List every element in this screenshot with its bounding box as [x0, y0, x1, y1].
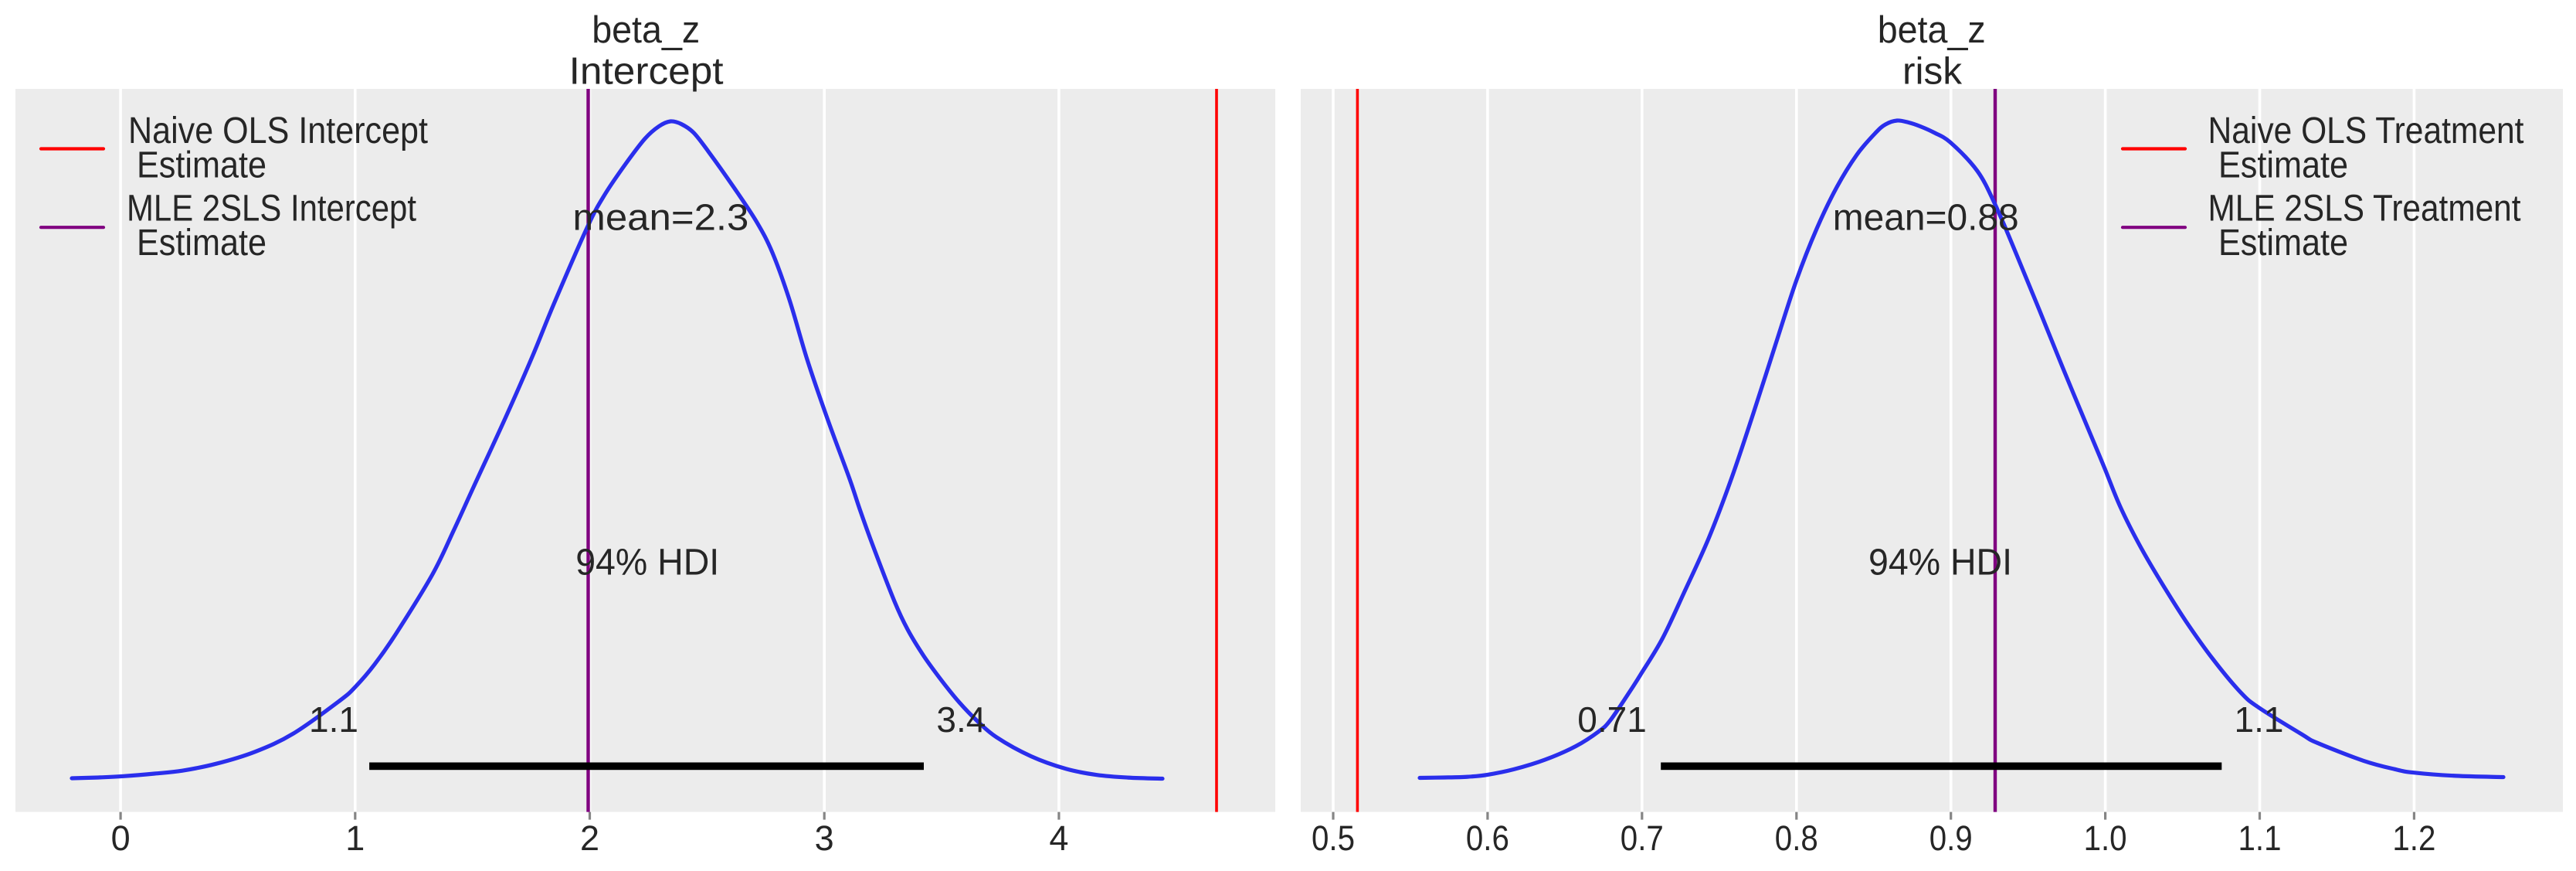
svg-text:4: 4: [1049, 818, 1068, 858]
svg-text:beta_z: beta_z: [592, 9, 700, 51]
svg-text:beta_z: beta_z: [1878, 9, 1986, 51]
svg-text:1.1: 1.1: [309, 699, 358, 740]
svg-text:1.1: 1.1: [2238, 818, 2282, 858]
svg-text:3: 3: [815, 818, 834, 858]
svg-text:Estimate: Estimate: [2218, 223, 2348, 264]
svg-text:Estimate: Estimate: [137, 145, 266, 186]
svg-text:Naive OLS Intercept: Naive OLS Intercept: [128, 111, 428, 151]
svg-text:0.8: 0.8: [1775, 818, 1818, 858]
svg-text:0.5: 0.5: [1312, 818, 1355, 858]
svg-text:mean=2.3: mean=2.3: [572, 198, 748, 239]
svg-text:1.2: 1.2: [2392, 818, 2435, 858]
svg-text:94% HDI: 94% HDI: [575, 543, 719, 584]
svg-text:0.7: 0.7: [1621, 818, 1664, 858]
svg-text:Estimate: Estimate: [137, 223, 266, 264]
svg-text:3.4: 3.4: [936, 699, 986, 740]
svg-text:0.6: 0.6: [1466, 818, 1509, 858]
svg-text:1.0: 1.0: [2084, 818, 2127, 858]
svg-text:MLE 2SLS Intercept: MLE 2SLS Intercept: [127, 189, 416, 230]
svg-text:0.9: 0.9: [1929, 818, 1973, 858]
svg-text:MLE 2SLS Treatment: MLE 2SLS Treatment: [2208, 189, 2521, 230]
svg-text:0.71: 0.71: [1577, 699, 1647, 740]
svg-text:Naive OLS Treatment: Naive OLS Treatment: [2208, 111, 2524, 151]
svg-text:Intercept: Intercept: [569, 51, 724, 93]
svg-text:risk: risk: [1902, 51, 1962, 93]
svg-text:Estimate: Estimate: [2218, 145, 2348, 186]
svg-text:1: 1: [345, 818, 365, 858]
svg-text:1.1: 1.1: [2235, 699, 2284, 740]
svg-text:94% HDI: 94% HDI: [1868, 543, 2012, 584]
svg-text:2: 2: [580, 818, 599, 858]
svg-text:mean=0.88: mean=0.88: [1833, 198, 2019, 239]
svg-text:0: 0: [111, 818, 131, 858]
